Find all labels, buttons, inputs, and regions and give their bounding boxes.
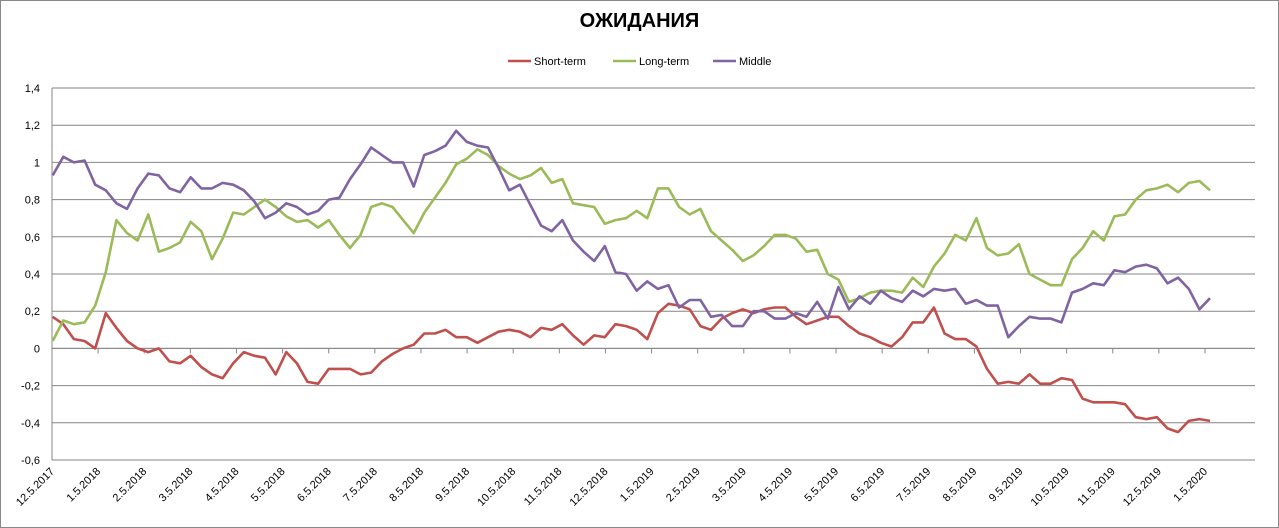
x-tick-label: 5.5.2019 xyxy=(802,466,841,505)
chart-title: ОЖИДАНИЯ xyxy=(579,10,700,32)
y-tick-label: 0 xyxy=(34,343,40,355)
x-tick-label: 1.5.2018 xyxy=(64,466,103,505)
y-tick-label: -0,6 xyxy=(21,455,40,467)
x-tick-label: 12.5.2017 xyxy=(14,466,57,509)
x-tick-label: 10.5.2019 xyxy=(1029,466,1072,509)
x-tick-label: 7.5.2019 xyxy=(895,466,934,505)
x-tick-label: 6.5.2018 xyxy=(295,466,334,505)
y-tick-label: 0,4 xyxy=(25,269,40,281)
x-tick-label: 8.5.2019 xyxy=(941,466,980,505)
series-line-short-term xyxy=(51,302,1211,434)
y-tick-label: -0,2 xyxy=(21,381,40,393)
series-line-long-term xyxy=(51,148,1211,342)
y-tick-label: 0,8 xyxy=(25,195,40,207)
x-tick-label: 1.5.2019 xyxy=(618,466,657,505)
x-tick-label: 7.5.2018 xyxy=(341,466,380,505)
x-tick-label: 9.5.2019 xyxy=(987,466,1026,505)
x-tick-label: 11.5.2019 xyxy=(1075,466,1118,509)
x-tick-label: 6.5.2019 xyxy=(849,466,888,505)
x-tick-label: 2.5.2019 xyxy=(664,466,703,505)
x-tick-label: 3.5.2019 xyxy=(710,466,749,505)
x-tick-label: 12.5.2019 xyxy=(1121,466,1164,509)
x-tick-label: 11.5.2018 xyxy=(522,466,565,509)
y-tick-label: 0,2 xyxy=(25,306,40,318)
x-tick-label: 2.5.2018 xyxy=(111,466,150,505)
y-tick-label: -0,4 xyxy=(21,418,40,430)
y-tick-label: 1,2 xyxy=(25,120,40,132)
series-line-middle xyxy=(51,129,1211,339)
x-tick-label: 12.5.2018 xyxy=(567,466,610,509)
y-tick-label: 1,4 xyxy=(25,83,40,95)
x-tick-label: 9.5.2018 xyxy=(433,466,472,505)
x-tick-label: 1.5.2020 xyxy=(1171,466,1210,505)
x-tick-label: 4.5.2019 xyxy=(756,466,795,505)
y-tick-label: 1 xyxy=(34,157,40,169)
x-tick-label: 5.5.2018 xyxy=(249,466,288,505)
y-tick-label: 0,6 xyxy=(25,232,40,244)
x-tick-label: 4.5.2018 xyxy=(203,466,242,505)
x-tick-label: 3.5.2018 xyxy=(157,466,196,505)
legend-label: Long-term xyxy=(639,56,689,68)
x-tick-label: 8.5.2018 xyxy=(387,466,426,505)
legend-label: Middle xyxy=(739,56,771,68)
legend-label: Short-term xyxy=(534,56,586,68)
x-tick-label: 10.5.2018 xyxy=(475,466,518,509)
